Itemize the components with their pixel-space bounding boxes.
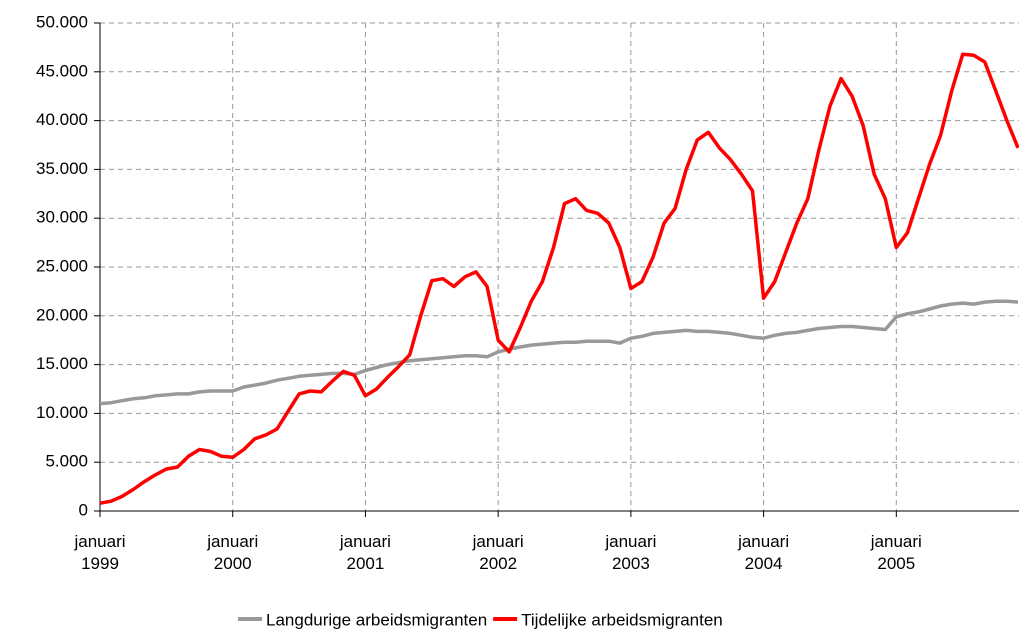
series-line (99, 299, 1019, 406)
y-tick-label: 20.000 (36, 305, 88, 324)
x-tick-label: januari 2002 (472, 532, 524, 573)
y-tick-label: 35.000 (36, 159, 88, 178)
x-tick-label: januari 2001 (339, 532, 391, 573)
legend-label: Tijdelijke arbeidsmigranten (521, 610, 723, 629)
x-tick-label: januari 2003 (605, 532, 657, 573)
x-tick-label: januari 2005 (870, 532, 922, 573)
y-tick-label: 30.000 (36, 208, 88, 227)
y-tick-label: 40.000 (36, 110, 88, 129)
y-tick-label: 0 (79, 500, 88, 519)
y-tick-label: 5.000 (45, 452, 88, 471)
legend-label: Langdurige arbeidsmigranten (266, 610, 487, 629)
x-tick-label: januari 2004 (738, 532, 790, 573)
series-line (99, 52, 1019, 505)
y-tick-label: 45.000 (36, 61, 88, 80)
y-tick-label: 10.000 (36, 403, 88, 422)
x-tick-label: januari 1999 (74, 532, 126, 573)
y-tick-label: 50.000 (36, 12, 88, 31)
x-tick-label: januari 2000 (207, 532, 259, 573)
y-tick-label: 15.000 (36, 354, 88, 373)
y-tick-label: 25.000 (36, 256, 88, 275)
